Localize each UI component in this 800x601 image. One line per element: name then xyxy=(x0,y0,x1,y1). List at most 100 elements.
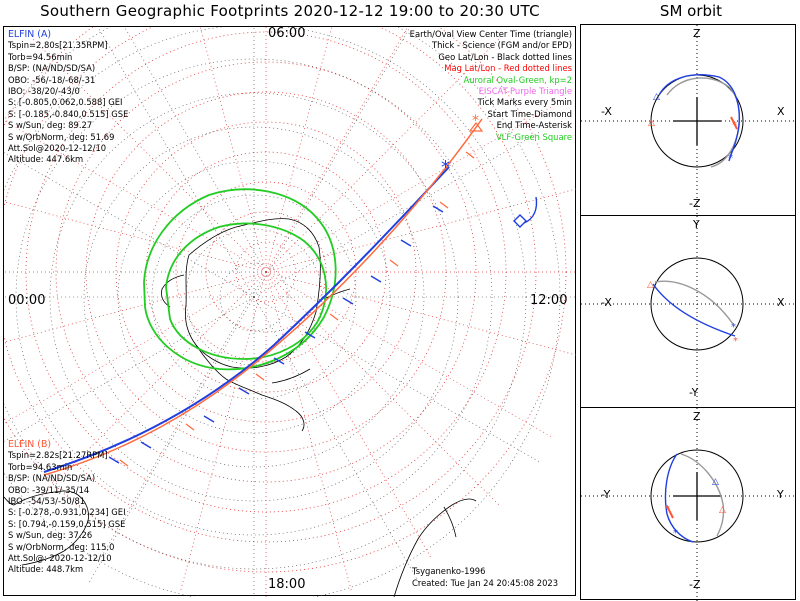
axis-label-right: Y xyxy=(777,488,784,501)
model-label: Tsyganenko-1996 xyxy=(412,566,486,576)
mag-lon-line xyxy=(4,271,267,424)
svg-text:△: △ xyxy=(653,92,660,102)
mag-lon-line xyxy=(265,27,333,273)
legend-entry: Thick - Science (FGM and/or EPD) xyxy=(431,40,572,51)
elfin-a-track xyxy=(43,166,450,473)
footprint-map: * * xyxy=(3,26,577,597)
mag-lon-line xyxy=(265,27,408,273)
elfin-a-tick xyxy=(304,331,316,339)
elfin-b-tick xyxy=(185,423,195,431)
mag-lat-circle xyxy=(55,61,477,483)
lt-label-top: 06:00 xyxy=(268,26,306,41)
elfin-b-line: Altitude: 448.7km xyxy=(8,564,84,575)
mag-lon-line xyxy=(4,201,267,273)
lt-label-right: 12:00 xyxy=(530,293,568,308)
mag-lon-line xyxy=(265,271,552,438)
mag-lat-circle xyxy=(4,27,537,543)
elfin-a-extra-track xyxy=(523,196,538,224)
elfin-a-tick xyxy=(432,205,444,213)
mag-lon-line xyxy=(265,271,432,558)
elfin-b-line: S w/Sun, deg: 37.26 xyxy=(8,530,93,541)
elfin-b-line: Att.Sol@: 2020-12-12/10 xyxy=(8,553,112,564)
mag-lon-line xyxy=(265,271,352,591)
start-diamond xyxy=(513,214,527,228)
auroral-oval xyxy=(143,188,337,371)
legend-entry: End Time-Asterisk xyxy=(496,120,572,131)
sm-xz-svg: △ △ * * xyxy=(581,25,797,217)
elfin-a-line: S w/OrbNorm, deg: 51.69 xyxy=(8,131,115,142)
elfin-a-tick xyxy=(273,357,285,365)
page-title: Southern Geographic Footprints 2020-12-1… xyxy=(40,2,540,20)
elfin-b-info: ELFIN (B) Tspin=2.82s[21.27RPM] Torb=94.… xyxy=(8,439,126,576)
axis-label-bottom: -Z xyxy=(689,578,701,591)
elfin-a-info: ELFIN (A) Tspin=2.80s[21.35RPM] Torb=94.… xyxy=(8,29,128,166)
elfin-b-tick xyxy=(389,259,399,267)
geo-lat-circle xyxy=(83,126,425,468)
elfin-a-line: S: [-0.185,-0.840,0.515] GSE xyxy=(8,108,129,119)
sm-xy-svg: △ * * xyxy=(581,216,797,409)
elfin-b-tick xyxy=(119,459,129,467)
geo-lat-circle xyxy=(15,58,493,536)
geo-lat-circle xyxy=(4,27,561,597)
elfin-a-tick xyxy=(203,415,215,423)
mag-lon-line xyxy=(265,271,500,506)
svg-text:*: * xyxy=(673,528,678,539)
legend-entry: EISCAT-Purple Triangle xyxy=(478,86,572,97)
mag-lat-circle xyxy=(115,121,417,423)
elfin-a-line: Tspin=2.80s[21.35RPM] xyxy=(8,40,108,51)
elfin-b-line: S: [0.794,-0.159,0.515] GSE xyxy=(8,518,126,529)
polar-map-svg: ** xyxy=(4,27,577,597)
elfin-b-track xyxy=(43,118,483,476)
legend-entry: Tick Marks every 5min xyxy=(477,97,572,108)
elfin-b-line: OBO: -39/11/-35/14 xyxy=(8,484,90,495)
svg-text:△: △ xyxy=(712,477,719,487)
svg-text:*: * xyxy=(733,336,738,347)
svg-text:△: △ xyxy=(647,280,654,290)
sm-panel-yz: △ △ * * Z -Z -Y Y xyxy=(580,407,797,601)
mag-lon-line xyxy=(180,271,267,591)
mag-lat-circle xyxy=(235,241,297,303)
elfin-a-line: B/SP: (NA/ND/SD/SA) xyxy=(8,63,96,74)
legend-entry: VLF-Green Square xyxy=(495,131,572,142)
mag-lon-line xyxy=(100,271,267,558)
elfin-a-tick xyxy=(108,456,120,464)
elfin-b-tick xyxy=(439,201,449,209)
geo-lon-line xyxy=(88,296,255,583)
axis-label-left: -X xyxy=(601,105,612,118)
axis-label-bottom: -Z xyxy=(689,197,701,210)
elfin-b-end-asterisk: * xyxy=(472,113,479,129)
legend-entry: Earth/Oval View Center Time (triangle) xyxy=(409,29,572,39)
elfin-a-line: Att.Sol@2020-12-12/10 xyxy=(8,143,107,154)
lt-label-bottom: 18:00 xyxy=(268,577,306,592)
svg-text:*: * xyxy=(731,322,736,333)
elfin-b-line: Torb=94.63min xyxy=(8,461,73,472)
geo-lon-line xyxy=(4,296,255,442)
geo-lon-line xyxy=(253,131,540,298)
elfin-b-line: Tspin=2.82s[21.27RPM] xyxy=(8,450,108,461)
sm-orbit-title: SM orbit xyxy=(659,2,723,20)
elfin-b-line: B/SP: (NA/ND/SD/SA) xyxy=(8,473,96,484)
sm-yz-svg: △ △ * * xyxy=(581,408,797,601)
lt-label-left: 00:00 xyxy=(8,293,46,308)
mag-lon-line xyxy=(265,106,552,273)
mag-lon-line xyxy=(265,188,577,273)
mag-lon-line xyxy=(4,120,267,273)
sm-panel-xy: △ * * Y -Y -X X xyxy=(580,215,797,409)
axis-label-left: -X xyxy=(601,296,612,309)
elfin-b-header: ELFIN (B) xyxy=(8,439,52,450)
elfin-a-line: Torb=94.56min xyxy=(8,51,73,62)
elfin-a-tick xyxy=(140,441,152,449)
created-label: Created: Tue Jan 24 20:45:08 2023 xyxy=(412,578,559,588)
mag-lon-line xyxy=(265,271,577,356)
geo-lon-line xyxy=(253,296,420,583)
elfin-a-tick xyxy=(342,297,354,305)
view-center-triangle xyxy=(468,122,484,132)
antarctica-coastline xyxy=(161,218,351,432)
mag-lat-circle xyxy=(175,181,357,363)
mag-grid xyxy=(4,27,577,597)
axis-label-right: X xyxy=(777,296,785,309)
geo-grid xyxy=(4,27,577,597)
axis-label-bottom: -Y xyxy=(689,386,699,399)
elfin-b-line: S w/OrbNorm, deg: 115.0 xyxy=(8,541,115,552)
geo-lon-line xyxy=(253,27,411,298)
